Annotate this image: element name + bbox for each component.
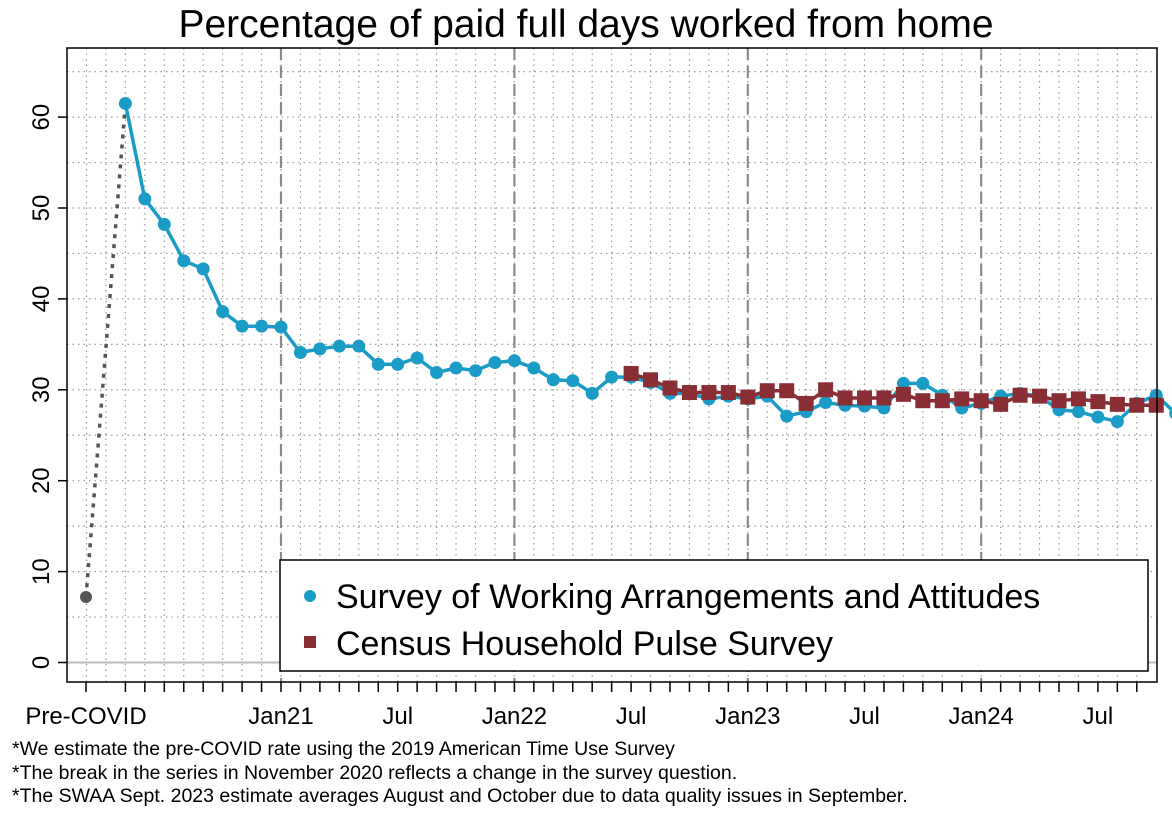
pulse-point bbox=[798, 395, 814, 411]
swaa-point bbox=[819, 396, 833, 410]
swaa-point bbox=[527, 361, 541, 375]
pulse-point bbox=[701, 385, 717, 401]
footnote-1: *We estimate the pre-COVID rate using th… bbox=[12, 738, 675, 760]
swaa-point bbox=[138, 192, 152, 206]
swaa-point bbox=[780, 409, 794, 423]
series-layer bbox=[80, 96, 1172, 604]
swaa-point bbox=[293, 346, 307, 360]
pulse-point bbox=[1051, 393, 1067, 409]
swaa-point bbox=[410, 351, 424, 365]
legend-box bbox=[279, 559, 1149, 672]
pulse-point bbox=[643, 372, 659, 388]
pulse-point bbox=[623, 365, 639, 381]
legend-swaa-marker bbox=[304, 590, 316, 602]
pulse-point bbox=[1129, 397, 1145, 413]
x-tick-label: Jul bbox=[382, 703, 413, 730]
y-tick-label: 40 bbox=[28, 286, 55, 313]
swaa-point bbox=[430, 366, 444, 380]
swaa-point bbox=[488, 356, 502, 370]
swaa-point bbox=[196, 262, 210, 276]
pulse-point bbox=[779, 383, 795, 399]
swaa-point bbox=[566, 374, 580, 388]
pulse-point bbox=[895, 386, 911, 402]
pulse-point bbox=[1012, 387, 1028, 403]
pulse-point bbox=[934, 393, 950, 409]
y-tick-label: 50 bbox=[28, 195, 55, 222]
y-tick-label: 20 bbox=[28, 467, 55, 494]
y-tick-label: 0 bbox=[28, 656, 55, 669]
swaa-point bbox=[1169, 408, 1172, 419]
swaa-point bbox=[157, 217, 171, 231]
swaa-point bbox=[371, 357, 385, 371]
swaa-point bbox=[449, 361, 463, 375]
legend-pulse-label: Census Household Pulse Survey bbox=[336, 625, 833, 663]
pulse-point bbox=[681, 385, 697, 401]
line-chart: 0 10 20 30 40 50 60 Pre-COVID Jan21 Jul Jan22 Jul Ja… bbox=[25, 47, 1172, 730]
swaa-point bbox=[352, 339, 366, 353]
pulse-point bbox=[837, 390, 853, 406]
swaa-point bbox=[216, 305, 230, 319]
swaa-point bbox=[274, 320, 288, 334]
pulse-point bbox=[993, 396, 1009, 412]
swaa-point bbox=[391, 357, 405, 371]
swaa-point bbox=[507, 354, 521, 368]
plot-frame bbox=[66, 47, 1158, 683]
swaa-point bbox=[235, 319, 249, 333]
x-tick-label: Jul bbox=[616, 703, 647, 730]
pulse-point bbox=[915, 393, 931, 409]
pulse-point bbox=[954, 391, 970, 407]
swaa-point bbox=[585, 386, 599, 400]
pulse-point bbox=[720, 385, 736, 401]
swaa-point bbox=[896, 376, 910, 390]
pulse-point bbox=[740, 389, 756, 405]
legend-swaa-label: Survey of Working Arrangements and Attit… bbox=[336, 578, 1040, 616]
pulse-point bbox=[1090, 394, 1106, 410]
footnote-3: *The SWAA Sept. 2023 estimate averages A… bbox=[12, 785, 908, 807]
x-tick-label: Pre-COVID bbox=[25, 703, 146, 730]
swaa-point bbox=[313, 342, 327, 356]
pulse-point bbox=[973, 393, 989, 409]
pulse-point bbox=[662, 380, 678, 396]
y-tick-label: 10 bbox=[28, 558, 55, 585]
pre-covid-connector bbox=[84, 103, 128, 598]
pulse-point bbox=[876, 390, 892, 406]
x-tick-label: Jan24 bbox=[949, 703, 1014, 730]
axes-layer: 0 10 20 30 40 50 60 Pre-COVID Jan21 Jul Jan22 Jul Ja… bbox=[25, 104, 1138, 730]
pulse-point bbox=[1109, 396, 1125, 412]
legend: Survey of Working Arrangements and Attit… bbox=[279, 559, 1149, 672]
swaa-point bbox=[1110, 415, 1124, 429]
x-tick-label: Jul bbox=[849, 703, 880, 730]
swaa-point bbox=[469, 364, 482, 378]
pulse-point bbox=[857, 390, 872, 406]
y-tick-label: 60 bbox=[28, 104, 55, 131]
pulse-point bbox=[818, 382, 834, 398]
swaa-point bbox=[1091, 410, 1105, 424]
pulse-point bbox=[1032, 388, 1048, 404]
x-tick-label: Jan23 bbox=[715, 703, 780, 730]
swaa-point bbox=[332, 339, 346, 353]
swaa-point bbox=[1071, 405, 1085, 419]
swaa-point bbox=[255, 319, 269, 333]
pre-covid-point bbox=[80, 591, 92, 604]
pulse-point bbox=[1070, 391, 1086, 407]
pulse-point bbox=[759, 383, 775, 399]
swaa-point bbox=[605, 370, 619, 384]
swaa-point bbox=[916, 376, 930, 390]
y-tick-label: 30 bbox=[28, 376, 55, 403]
swaa-point bbox=[118, 96, 132, 110]
swaa-point bbox=[546, 373, 560, 387]
x-tick-label: Jan22 bbox=[482, 703, 547, 730]
footnote-2: *The break in the series in November 202… bbox=[12, 761, 738, 784]
legend-pulse-marker bbox=[304, 636, 316, 648]
x-tick-label: Jul bbox=[1083, 703, 1114, 730]
pulse-line bbox=[630, 371, 1157, 408]
footnotes: *We estimate the pre-COVID rate using th… bbox=[12, 738, 908, 809]
x-tick-label: Jan21 bbox=[248, 703, 313, 730]
chart-title: Percentage of paid full days worked from… bbox=[178, 3, 994, 46]
swaa-point bbox=[177, 254, 191, 268]
